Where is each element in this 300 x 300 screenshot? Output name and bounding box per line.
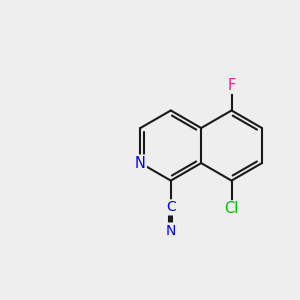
Text: Cl: Cl	[224, 201, 239, 216]
Text: C: C	[166, 200, 176, 214]
Text: N: N	[166, 224, 176, 238]
Text: N: N	[135, 156, 146, 171]
Text: F: F	[227, 78, 236, 93]
